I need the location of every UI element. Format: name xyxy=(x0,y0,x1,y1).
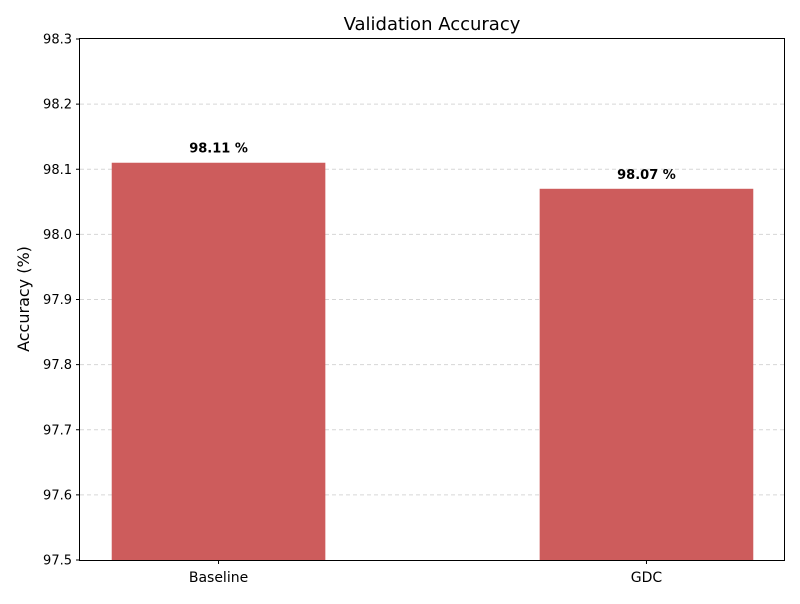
y-tick-label: 98.0 xyxy=(43,228,72,243)
y-tick-label: 97.5 xyxy=(43,554,72,569)
bars xyxy=(111,162,754,561)
data-label: 98.07 % xyxy=(617,168,676,183)
bar-gdc xyxy=(539,188,754,560)
x-tick-label: Baseline xyxy=(189,570,248,586)
y-tick-label: 98.1 xyxy=(43,163,72,178)
bar-baseline xyxy=(111,162,326,561)
axis-ticks: 97.5 97.6 97.7 97.8 97.9 98.0 98.1 98.2 98.3 Base… xyxy=(43,33,662,587)
y-axis-label: Accuracy (%) xyxy=(14,246,33,352)
y-tick-label: 97.8 xyxy=(43,358,72,373)
data-label: 98.11 % xyxy=(189,142,248,157)
plot-frame xyxy=(79,38,785,561)
grid-lines xyxy=(80,103,785,496)
y-tick-label: 98.2 xyxy=(43,98,72,113)
data-labels: 98.11 % 98.07 % xyxy=(189,142,676,183)
x-tick-label: GDC xyxy=(631,570,663,586)
y-tick-label: 98.3 xyxy=(43,33,72,48)
y-tick-label: 97.7 xyxy=(43,423,72,438)
y-tick-label: 97.6 xyxy=(43,488,72,503)
chart-title: Validation Accuracy xyxy=(344,14,521,35)
y-tick-label: 97.9 xyxy=(43,293,72,308)
